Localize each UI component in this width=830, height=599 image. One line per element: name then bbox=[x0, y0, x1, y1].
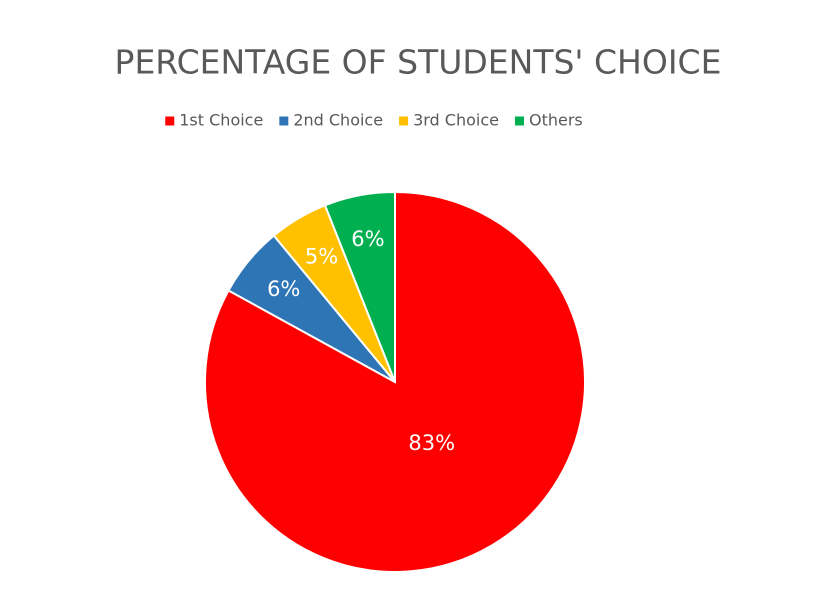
legend: 1st Choice 2nd Choice 3rd Choice Others bbox=[165, 111, 583, 130]
pie-slice bbox=[323, 190, 396, 383]
legend-label: 3rd Choice bbox=[413, 111, 499, 130]
data-label: 6% bbox=[267, 277, 300, 301]
legend-marker bbox=[165, 116, 175, 126]
data-label: 5% bbox=[305, 245, 338, 269]
data-labels: 83%6%5%6% bbox=[267, 227, 455, 455]
legend-label: Others bbox=[529, 111, 583, 130]
legend-label: 2nd Choice bbox=[293, 111, 383, 130]
data-label: 83% bbox=[408, 431, 455, 455]
legend-marker bbox=[514, 116, 524, 126]
legend-label: 1st Choice bbox=[179, 111, 263, 130]
pie bbox=[204, 190, 586, 573]
data-label: 6% bbox=[351, 227, 384, 251]
legend-marker bbox=[279, 116, 289, 126]
chart-title: PERCENTAGE OF STUDENTS' CHOICE bbox=[115, 43, 722, 82]
legend-marker bbox=[399, 116, 409, 126]
